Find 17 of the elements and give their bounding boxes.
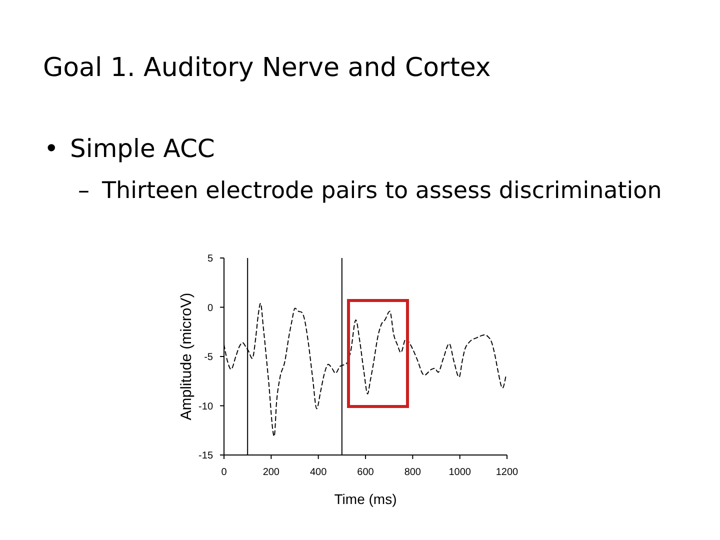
y-tick-label: -15 bbox=[198, 450, 214, 462]
x-tick-label: 0 bbox=[221, 467, 228, 478]
x-tick-label: 600 bbox=[357, 467, 374, 478]
x-tick-label: 400 bbox=[310, 467, 328, 478]
chart-title: Goal 1. Auditory Nerve and Cortex bbox=[43, 53, 491, 84]
y-axis-title: Amplitude (microV) bbox=[178, 292, 195, 420]
x-tick-label: 800 bbox=[404, 467, 422, 478]
x-tick-label: 1000 bbox=[448, 467, 472, 478]
y-tick-label: 0 bbox=[207, 302, 214, 314]
x-tick-label: 200 bbox=[262, 467, 280, 478]
x-tick-label: 1200 bbox=[496, 467, 519, 478]
y-tick-label: -5 bbox=[204, 352, 214, 364]
text: – Thirteen electrode pairs to assess discrimination bbox=[78, 178, 662, 204]
text: • Simple ACC bbox=[44, 134, 215, 164]
x-axis-title: Time (ms) bbox=[334, 491, 397, 507]
y-tick-label: -10 bbox=[198, 401, 214, 412]
y-tick-label: 5 bbox=[207, 254, 214, 265]
